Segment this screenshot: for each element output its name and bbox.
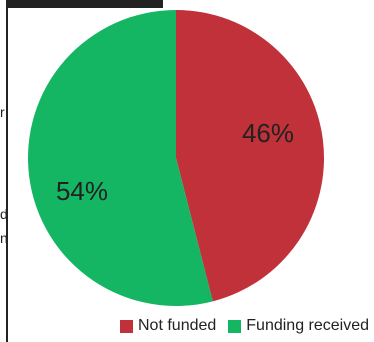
left-border [6, 0, 8, 342]
legend-item-funding-received: Funding received [228, 317, 369, 335]
legend-swatch-funding-received [228, 319, 242, 333]
pie-slice-funding-received [27, 10, 213, 307]
data-label-funding-received: 54% [56, 176, 108, 206]
pie-slice-not-funded [176, 10, 324, 302]
data-label-not-funded: 46% [242, 118, 294, 148]
top-crop-rule [8, 0, 163, 8]
legend-label-funding-received: Funding received [246, 317, 370, 334]
cropped-text-2: d [0, 206, 8, 222]
cropped-text-3: n [0, 230, 8, 246]
legend-swatch-not-funded [120, 319, 133, 333]
chart-legend: Not funded Funding received [120, 315, 369, 337]
cropped-text-1: r [0, 104, 5, 120]
legend-item-not-funded: Not funded [120, 317, 216, 335]
legend-label-not-funded: Not funded [138, 317, 217, 334]
